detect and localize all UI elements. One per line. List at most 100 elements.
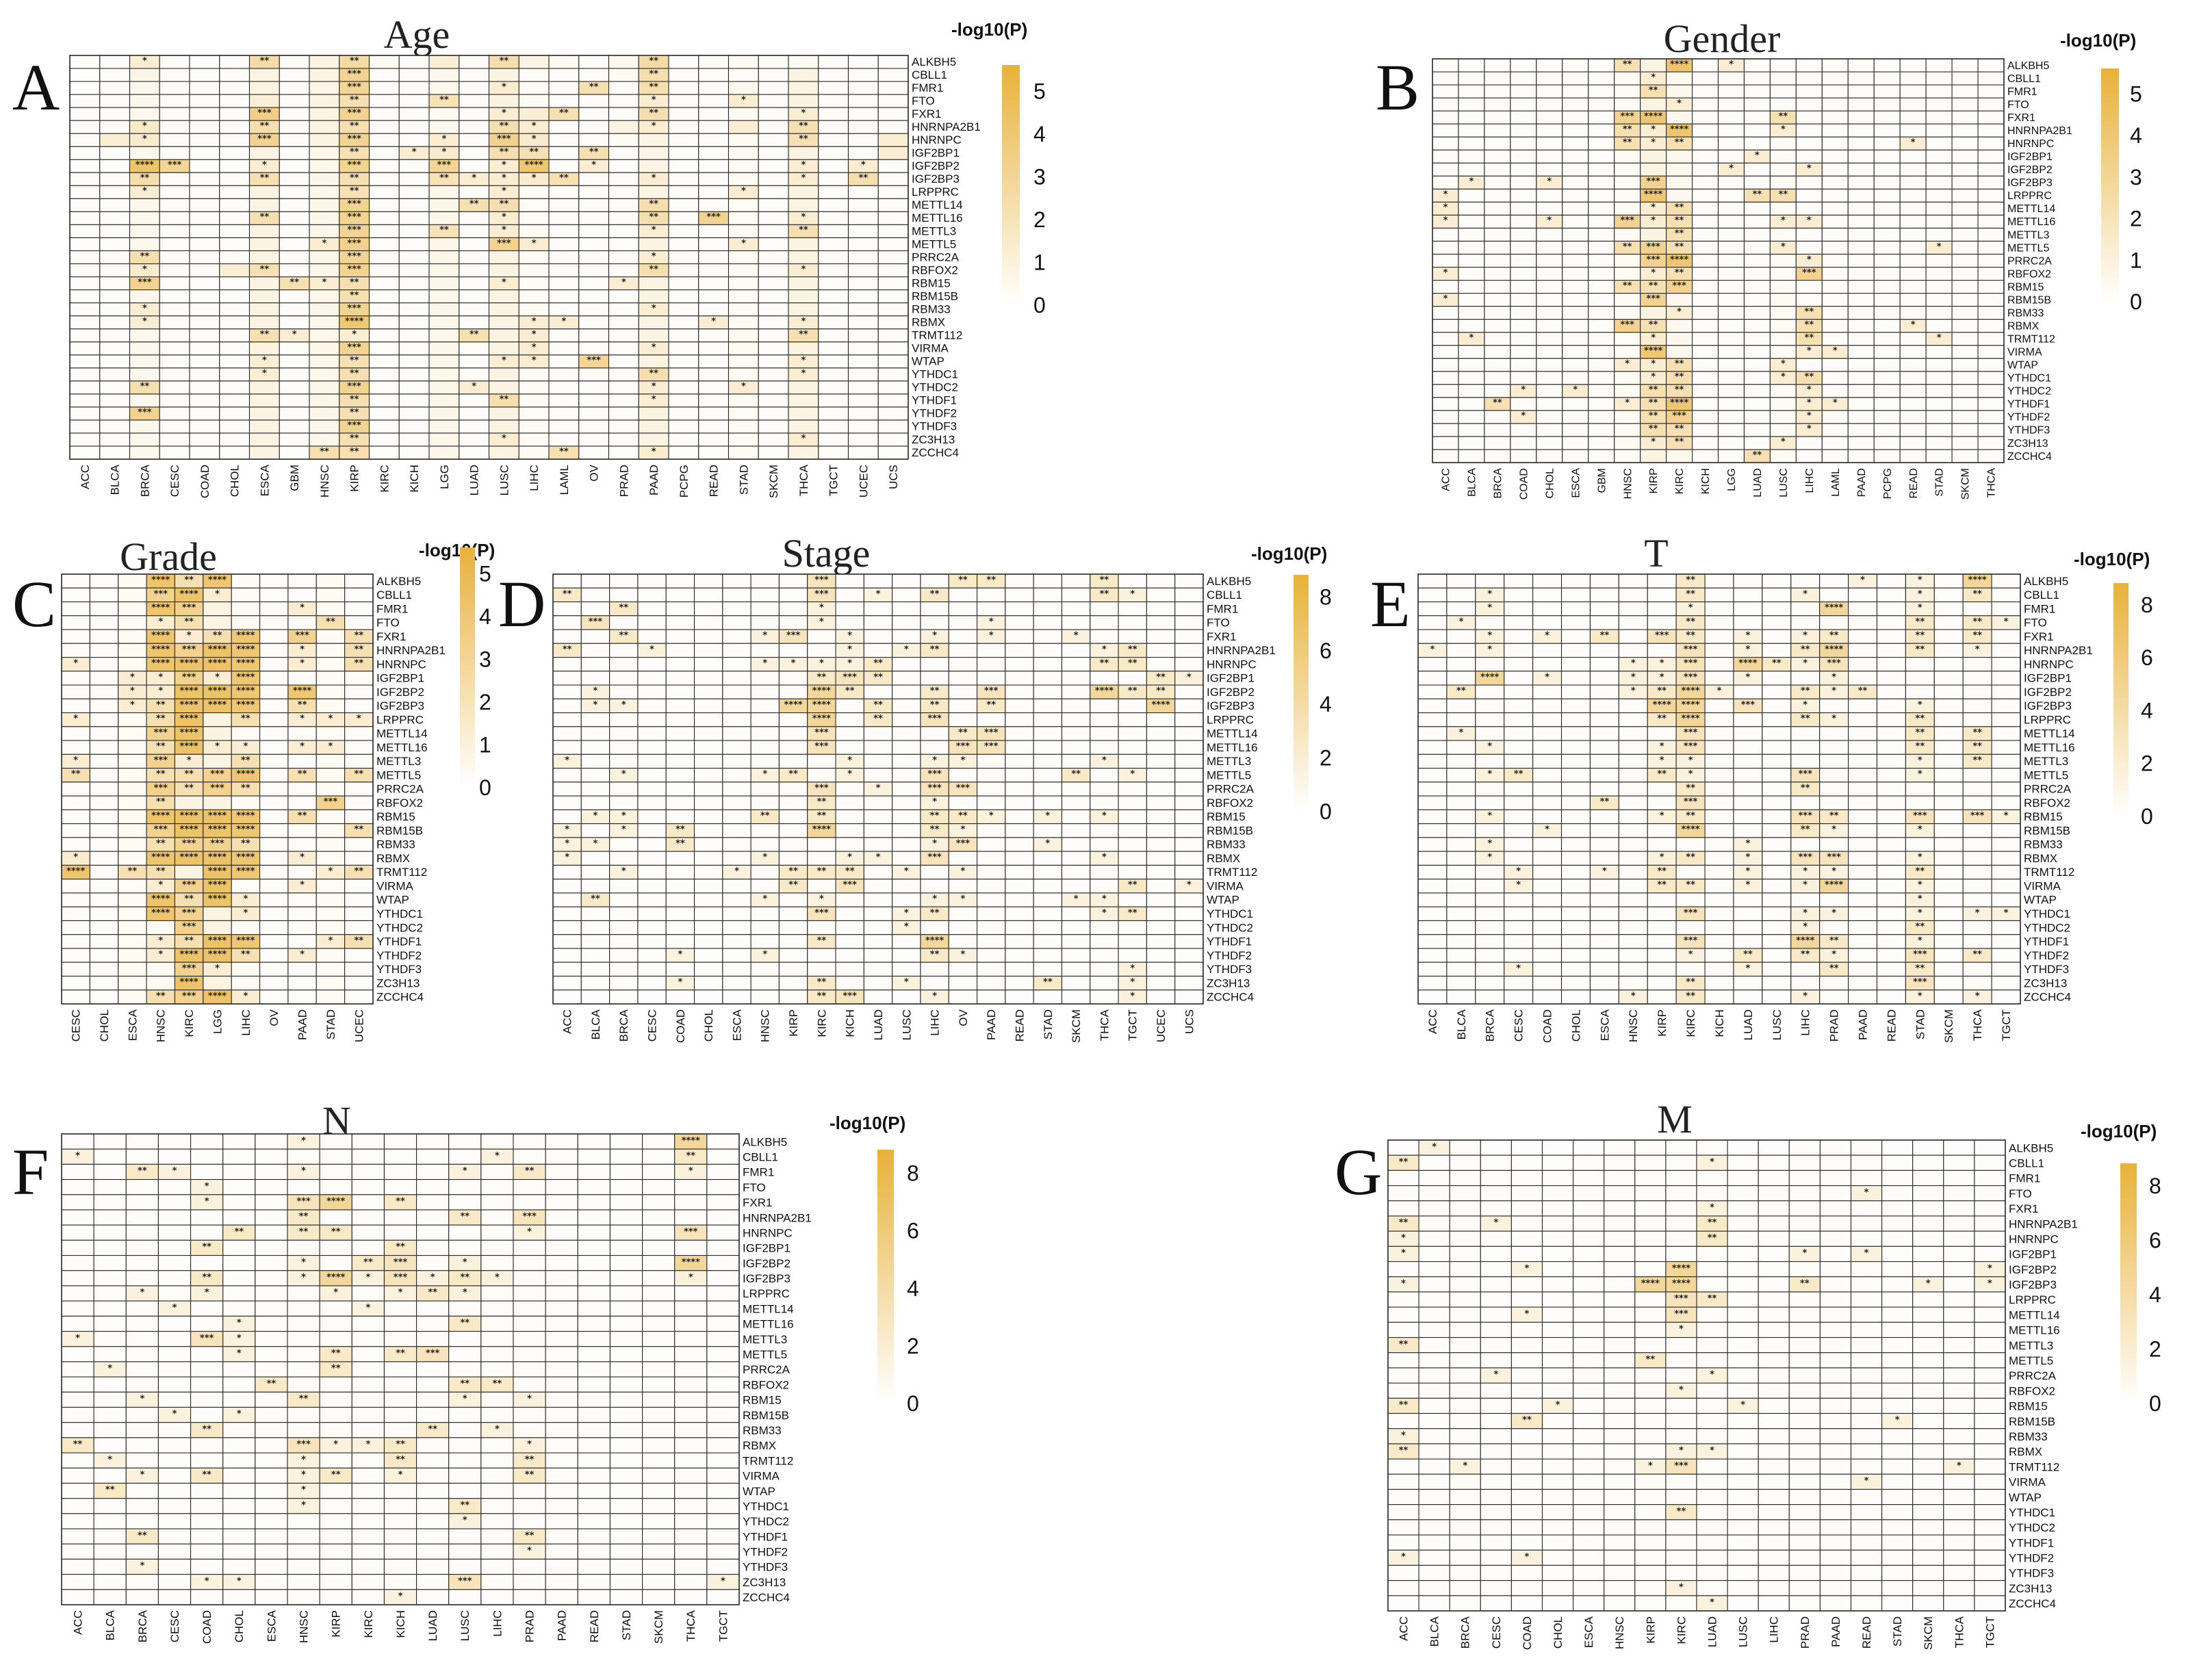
heatmap-cell xyxy=(61,643,90,658)
heatmap-cell xyxy=(174,864,204,880)
heatmap-cell xyxy=(125,1224,159,1241)
significance-mark: *** xyxy=(138,277,152,287)
heatmap-cell xyxy=(722,961,751,977)
heatmap-cell xyxy=(638,237,669,252)
heatmap-cell xyxy=(1562,149,1589,164)
significance-mark: *** xyxy=(154,783,168,793)
heatmap-cell xyxy=(1033,656,1063,672)
heatmap-cell xyxy=(698,237,730,252)
heatmap-cell xyxy=(309,81,340,95)
heatmap-cell xyxy=(892,961,921,977)
heatmap-cell xyxy=(203,601,232,617)
heatmap-cell xyxy=(1899,253,1927,268)
heatmap-cell xyxy=(1033,629,1063,644)
heatmap-cell xyxy=(157,1498,192,1514)
heatmap-cell xyxy=(1762,892,1792,907)
heatmap-cell xyxy=(219,263,250,278)
heatmap-cell xyxy=(637,601,667,617)
heatmap-cell xyxy=(61,1194,94,1211)
heatmap-cell xyxy=(1417,656,1448,672)
heatmap-cell xyxy=(847,289,879,304)
heatmap-cell xyxy=(248,419,280,434)
row-label: IGF2BP2 xyxy=(1207,686,1255,699)
heatmap-cell xyxy=(368,406,400,421)
heatmap-cell xyxy=(518,94,550,108)
heatmap-cell xyxy=(877,146,909,160)
column-label: LUSC xyxy=(498,465,511,495)
heatmap-cell xyxy=(1769,410,1797,424)
significance-mark: ** xyxy=(241,950,250,960)
heatmap-cell xyxy=(259,629,289,644)
heatmap-cell xyxy=(279,198,310,212)
heatmap-cell xyxy=(1977,201,2005,216)
heatmap-cell xyxy=(1647,892,1677,907)
significance-mark: *** xyxy=(182,908,196,918)
heatmap-cell xyxy=(948,768,978,783)
heatmap-cell xyxy=(1704,587,1734,603)
heatmap-cell xyxy=(93,1558,127,1575)
heatmap-cell xyxy=(608,289,639,304)
heatmap-cell xyxy=(1704,768,1734,783)
heatmap-cell xyxy=(1847,214,1875,229)
significance-mark: ** xyxy=(649,56,658,66)
heatmap-cell xyxy=(1504,698,1534,714)
significance-mark: **** xyxy=(682,1136,700,1146)
heatmap-cell xyxy=(416,1558,450,1575)
column-label: SKCM xyxy=(767,465,780,498)
heatmap-cell xyxy=(948,961,978,977)
heatmap-cell xyxy=(693,768,723,783)
heatmap-cell xyxy=(189,120,220,134)
heatmap-cell xyxy=(1743,397,1771,411)
heatmap-cell xyxy=(1475,698,1505,714)
heatmap-cell xyxy=(548,302,580,317)
heatmap-cell xyxy=(383,1528,417,1545)
heatmap-cell xyxy=(383,1315,417,1332)
significance-mark: * xyxy=(1516,964,1521,974)
significance-mark: * xyxy=(847,631,852,641)
heatmap-cell xyxy=(920,573,949,589)
heatmap-cell xyxy=(818,146,849,160)
heatmap-cell xyxy=(287,961,317,977)
significance-mark: *** xyxy=(927,769,942,779)
significance-mark: **** xyxy=(180,714,198,724)
heatmap-cell xyxy=(1614,149,1641,164)
heatmap-cell xyxy=(668,445,699,460)
heatmap-cell xyxy=(344,698,374,714)
heatmap-cell xyxy=(1795,123,1823,138)
heatmap-cell xyxy=(1933,615,1964,630)
heatmap-cell xyxy=(847,380,879,395)
significance-mark: ** xyxy=(1675,424,1684,435)
heatmap-cell xyxy=(668,172,699,186)
heatmap-cell xyxy=(1991,990,2021,1005)
heatmap-cell xyxy=(1821,162,1849,177)
heatmap-cell xyxy=(548,432,580,447)
significance-mark: * xyxy=(1918,825,1923,835)
heatmap-cell xyxy=(398,211,430,225)
heatmap-cell xyxy=(1446,587,1476,603)
significance-mark: ** xyxy=(500,199,509,209)
significance-mark: ** xyxy=(355,631,364,641)
heatmap-cell xyxy=(1061,864,1091,880)
heatmap-cell xyxy=(1819,753,1849,769)
row-label: IGF2BP1 xyxy=(1207,672,1255,685)
heatmap-cell xyxy=(608,68,639,82)
significance-mark: **** xyxy=(1681,700,1699,710)
heatmap-cell xyxy=(219,185,250,199)
heatmap-cell xyxy=(638,159,669,173)
heatmap-cell xyxy=(1873,423,1901,437)
heatmap-cell xyxy=(1873,58,1901,73)
significance-mark: * xyxy=(301,1500,306,1510)
heatmap-cell xyxy=(1951,449,1979,463)
heatmap-cell xyxy=(788,94,819,108)
heatmap-cell xyxy=(1692,436,1719,450)
significance-mark: * xyxy=(1631,672,1636,682)
heatmap-cell xyxy=(863,906,893,921)
heatmap-cell xyxy=(642,1467,676,1484)
heatmap-cell xyxy=(1951,423,1979,437)
column-label: LAML xyxy=(1830,468,1842,497)
heatmap-cell xyxy=(1446,671,1476,686)
significance-mark: *** xyxy=(347,69,361,79)
heatmap-cell xyxy=(1769,175,1797,190)
heatmap-cell xyxy=(316,892,346,907)
heatmap-cell xyxy=(1446,990,1476,1005)
